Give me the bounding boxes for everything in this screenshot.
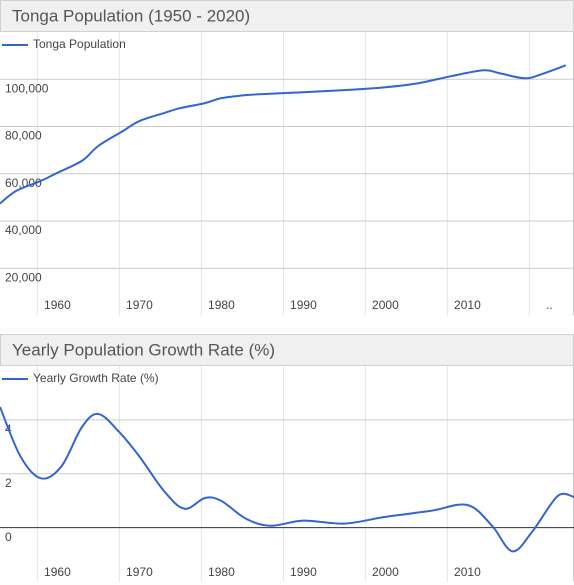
y-tick-label: 20,000 [5, 270, 42, 284]
x-tick-label: 1990 [290, 565, 317, 579]
x-tick-label: 1970 [126, 565, 153, 579]
x-tick-label: 2010 [454, 565, 481, 579]
header-bar [0, 0, 574, 32]
y-tick-label: 100,000 [5, 81, 49, 95]
chart-title: Tonga Population (1950 - 2020) [12, 6, 250, 25]
x-tick-label: 1980 [208, 298, 235, 312]
data-line [0, 406, 574, 553]
x-tick-label: 1990 [290, 298, 317, 312]
y-tick-label: 2 [5, 476, 12, 490]
x-tick-label: .. [546, 298, 553, 312]
x-tick-label: 2010 [454, 298, 481, 312]
y-tick-label: 0 [5, 530, 12, 544]
legend-label: Tonga Population [33, 37, 126, 51]
data-line [0, 64, 567, 205]
x-tick-label: 1970 [126, 298, 153, 312]
x-tick-label: 2000 [372, 565, 399, 579]
x-tick-label: 1960 [44, 298, 71, 312]
x-tick-label: 1980 [208, 565, 235, 579]
chart-title: Yearly Population Growth Rate (%) [12, 340, 275, 359]
y-tick-label: 80,000 [5, 129, 42, 143]
x-tick-label: 2000 [372, 298, 399, 312]
legend-label: Yearly Growth Rate (%) [33, 371, 159, 385]
y-tick-label: 40,000 [5, 223, 42, 237]
x-tick-label: 1960 [44, 565, 71, 579]
y-tick-label: 60,000 [5, 176, 42, 190]
